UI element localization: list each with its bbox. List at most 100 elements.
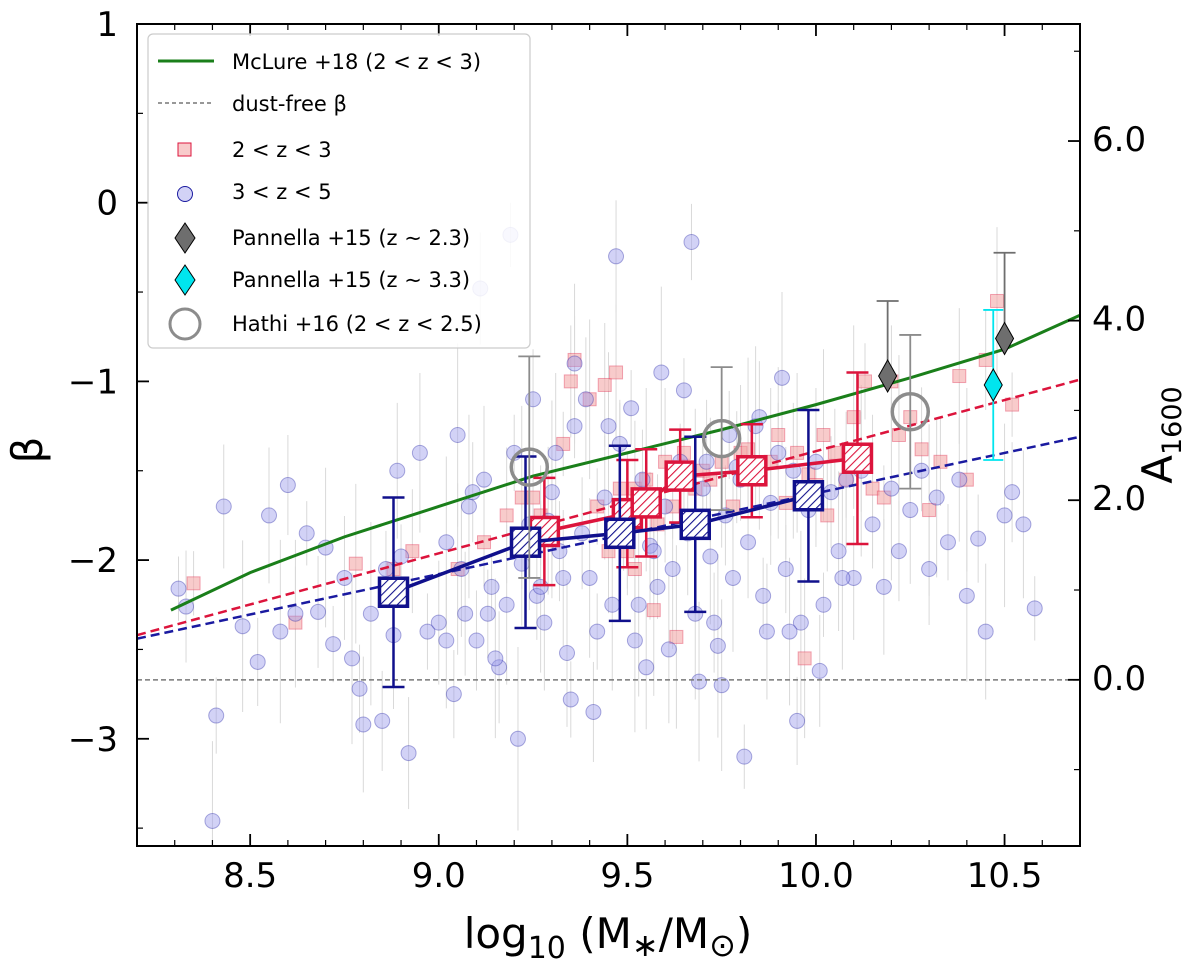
red-scatter-point: [816, 428, 831, 442]
blue-scatter-point: [547, 444, 564, 461]
blue-scatter-point: [287, 605, 304, 622]
blue-scatter-point: [660, 641, 677, 658]
blue-scatter-point: [468, 632, 485, 649]
blue-scatter-point: [355, 716, 372, 733]
hathi-point: [701, 418, 742, 459]
blue-scatter-point: [577, 391, 594, 408]
blue-scatter-point: [536, 614, 553, 631]
blue-scatter-point: [543, 484, 560, 501]
blue-scatter-point: [325, 636, 342, 653]
blue-scatter-point: [566, 418, 583, 435]
legend-blue-label: 3 < z < 5: [232, 180, 332, 204]
blue-scatter-point: [921, 561, 938, 578]
red-scatter-point: [1005, 397, 1020, 412]
blue-scatter-point: [457, 605, 474, 622]
blue-scatter-point: [411, 444, 428, 461]
blue-scatter-point: [970, 530, 987, 547]
blue-scatter-point: [589, 623, 606, 640]
red-scatter-point: [288, 615, 303, 630]
blue-scatter-point: [675, 382, 692, 399]
legend-red-swatch: [177, 142, 192, 157]
blue-scatter-point: [649, 578, 666, 595]
blue-scatter-point: [902, 502, 919, 519]
y-tick-label: −1: [68, 362, 118, 402]
blue-scatter-point: [928, 489, 945, 506]
blue-scatter-point: [653, 364, 670, 381]
blue-scatter-point: [875, 578, 892, 595]
x-title-close: ): [736, 909, 752, 958]
legend-pannella33-label: Pannella +15 (z ∼ 3.3): [232, 268, 470, 292]
red-scatter-point: [405, 544, 420, 559]
blue-scatter-point: [596, 489, 613, 506]
blue-scatter-point: [279, 477, 296, 494]
plot-clip-region: [137, 200, 1080, 846]
blue-scatter-point: [996, 507, 1013, 524]
axis-ticks: 8.5 9.0 9.5 10.0 10.5 1 0 −1 −2 −3 0.0 2.0 4.0 6.0: [68, 5, 1146, 896]
blue-binned-point: [377, 576, 410, 609]
x-title-slash: /M: [659, 909, 709, 958]
legend-hathi-swatch: [168, 307, 202, 341]
y-tick-label: −3: [68, 720, 118, 760]
x-tick-label: 10.0: [778, 856, 854, 896]
y-tick-label: 1: [96, 5, 118, 45]
red-binned-point: [841, 442, 874, 474]
blue-scatter-point: [604, 596, 621, 613]
blue-scatter-point: [476, 471, 493, 488]
red-scatter-point: [857, 374, 872, 389]
y2-title-base: A: [1133, 455, 1182, 484]
blue-scatter-point: [487, 650, 504, 667]
pannella33-point: [983, 367, 1003, 402]
blue-scatter-point: [630, 596, 647, 613]
pannella23-point: [994, 321, 1015, 356]
x-tick-label: 9.0: [412, 856, 466, 896]
blue-scatter-point: [498, 596, 515, 613]
red-scatter-point: [922, 503, 937, 518]
blue-scatter-point: [1015, 516, 1032, 533]
red-binned-point: [736, 454, 768, 487]
red-scatter-point: [627, 562, 642, 577]
blue-scatter-point: [532, 578, 549, 595]
blue-scatter-point: [724, 569, 741, 586]
blue-scatter-point: [758, 623, 775, 640]
blue-scatter-point: [626, 632, 643, 649]
legend-mclure-label: McLure +18 (2 < z < 3): [232, 50, 481, 74]
y2-tick-label: 4.0: [1092, 300, 1146, 340]
blue-scatter-point: [389, 462, 406, 479]
blue-scatter-point: [770, 444, 787, 461]
blue-scatter-point: [525, 391, 542, 408]
legend-pannella23-swatch: [174, 222, 196, 254]
red-scatter-point: [933, 454, 948, 469]
blue-scatter-point: [600, 418, 617, 435]
legend-pannella23-label: Pannella +15 (z ∼ 2.3): [232, 226, 470, 250]
blue-scatter-point: [513, 555, 530, 572]
blue-scatter-point: [562, 691, 579, 708]
blue-scatter-point: [1004, 484, 1021, 501]
hathi-point: [890, 392, 931, 432]
blue-scatter-point: [430, 614, 447, 631]
blue-scatter-point: [249, 653, 266, 670]
blue-scatter-point: [740, 534, 757, 551]
red-scatter-point: [348, 556, 363, 571]
blue-scatter-point: [664, 561, 681, 578]
blue-binned-point: [509, 526, 542, 558]
blue-scatter-point: [811, 662, 828, 679]
blue-binned-point: [792, 480, 825, 512]
blue-scatter-point: [864, 516, 881, 533]
blue-scatter-point: [951, 471, 968, 488]
blue-scatter-point: [445, 686, 462, 703]
blue-scatter-point: [939, 534, 956, 551]
pannella23-point: [878, 359, 898, 394]
red-scatter-point: [959, 472, 974, 487]
blue-scatter-point: [713, 677, 730, 694]
blue-scatter-point: [815, 596, 832, 613]
literature-points: [509, 251, 1016, 579]
x-axis-title: log10 (M∗/M⊙): [464, 909, 753, 965]
red-scatter-point: [646, 603, 661, 618]
red-scatter-point: [669, 629, 684, 644]
binned-points: [377, 371, 874, 689]
red-scatter-point: [865, 481, 880, 496]
blue-scatter-point: [777, 561, 794, 578]
blue-scatter-point: [1026, 600, 1043, 617]
blue-scatter-point: [400, 745, 417, 762]
x-title-sub: 10: [528, 931, 566, 965]
